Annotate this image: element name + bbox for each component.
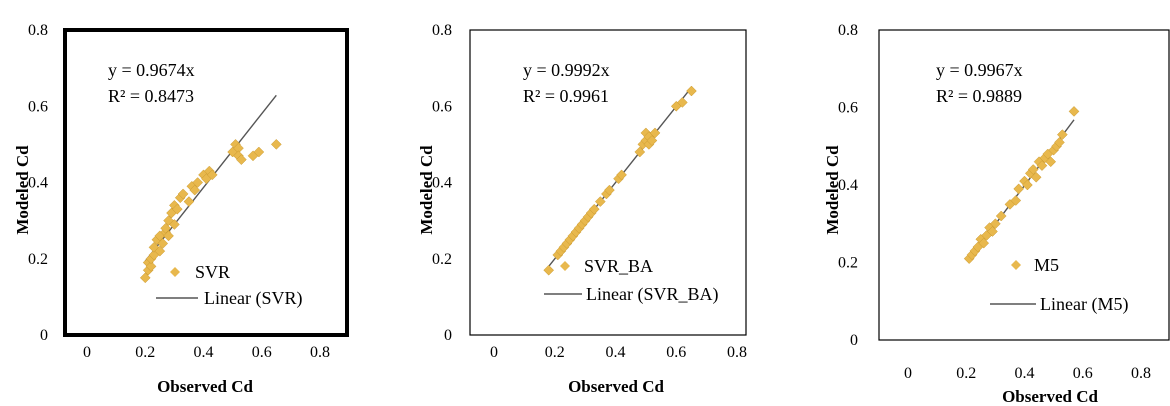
y-tick-label: 0.8 <box>838 22 858 39</box>
y-tick-label: 0.6 <box>838 100 858 117</box>
y-tick-label: 0.6 <box>28 98 48 115</box>
y-tick-label: 0.8 <box>432 22 452 39</box>
legend-series-label: SVR_BA <box>584 256 653 276</box>
y-tick-label: 0.2 <box>432 251 452 268</box>
x-tick-label: 0.6 <box>252 344 272 361</box>
x-tick-label: 0 <box>490 344 498 361</box>
legend-trend-label: Linear (SVR_BA) <box>586 284 718 305</box>
y-axis-title: Modeled Cd <box>417 145 436 235</box>
y-axis-title: Modeled Cd <box>823 145 842 235</box>
x-tick-label: 0.2 <box>135 344 155 361</box>
y-tick-label: 0 <box>444 327 452 344</box>
r-squared: R² = 0.9889 <box>936 86 1022 106</box>
x-axis-title: Observed Cd <box>568 377 664 396</box>
x-axis-title: Observed Cd <box>1002 387 1098 406</box>
x-tick-label: 0 <box>904 365 912 382</box>
x-tick-label: 0.6 <box>666 344 686 361</box>
r-squared: R² = 0.9961 <box>523 86 609 106</box>
x-tick-label: 0 <box>83 344 91 361</box>
trend-equation: y = 0.9967x <box>936 60 1023 80</box>
y-axis-title: Modeled Cd <box>13 145 32 235</box>
x-tick-label: 0.6 <box>1073 365 1093 382</box>
y-tick-label: 0.6 <box>432 98 452 115</box>
x-tick-label: 0.8 <box>310 344 330 361</box>
trend-equation: y = 0.9674x <box>108 60 195 80</box>
y-tick-label: 0.2 <box>28 251 48 268</box>
x-axis-title: Observed Cd <box>157 377 253 396</box>
legend-series-label: SVR <box>195 262 230 282</box>
x-tick-label: 0.4 <box>1015 365 1035 382</box>
x-tick-label: 0.2 <box>956 365 976 382</box>
trend-equation: y = 0.9992x <box>523 60 610 80</box>
x-tick-label: 0.8 <box>727 344 747 361</box>
r-squared: R² = 0.8473 <box>108 86 194 106</box>
y-tick-label: 0 <box>40 327 48 344</box>
y-tick-label: 0.8 <box>28 22 48 39</box>
x-tick-label: 0.4 <box>606 344 626 361</box>
y-tick-label: 0.2 <box>838 255 858 272</box>
legend-trend-label: Linear (SVR) <box>204 288 302 309</box>
legend-trend-label: Linear (M5) <box>1040 294 1128 315</box>
legend-series-label: M5 <box>1034 255 1059 275</box>
y-tick-label: 0 <box>850 332 858 349</box>
x-tick-label: 0.8 <box>1131 365 1151 382</box>
x-tick-label: 0.4 <box>194 344 214 361</box>
x-tick-label: 0.2 <box>545 344 565 361</box>
